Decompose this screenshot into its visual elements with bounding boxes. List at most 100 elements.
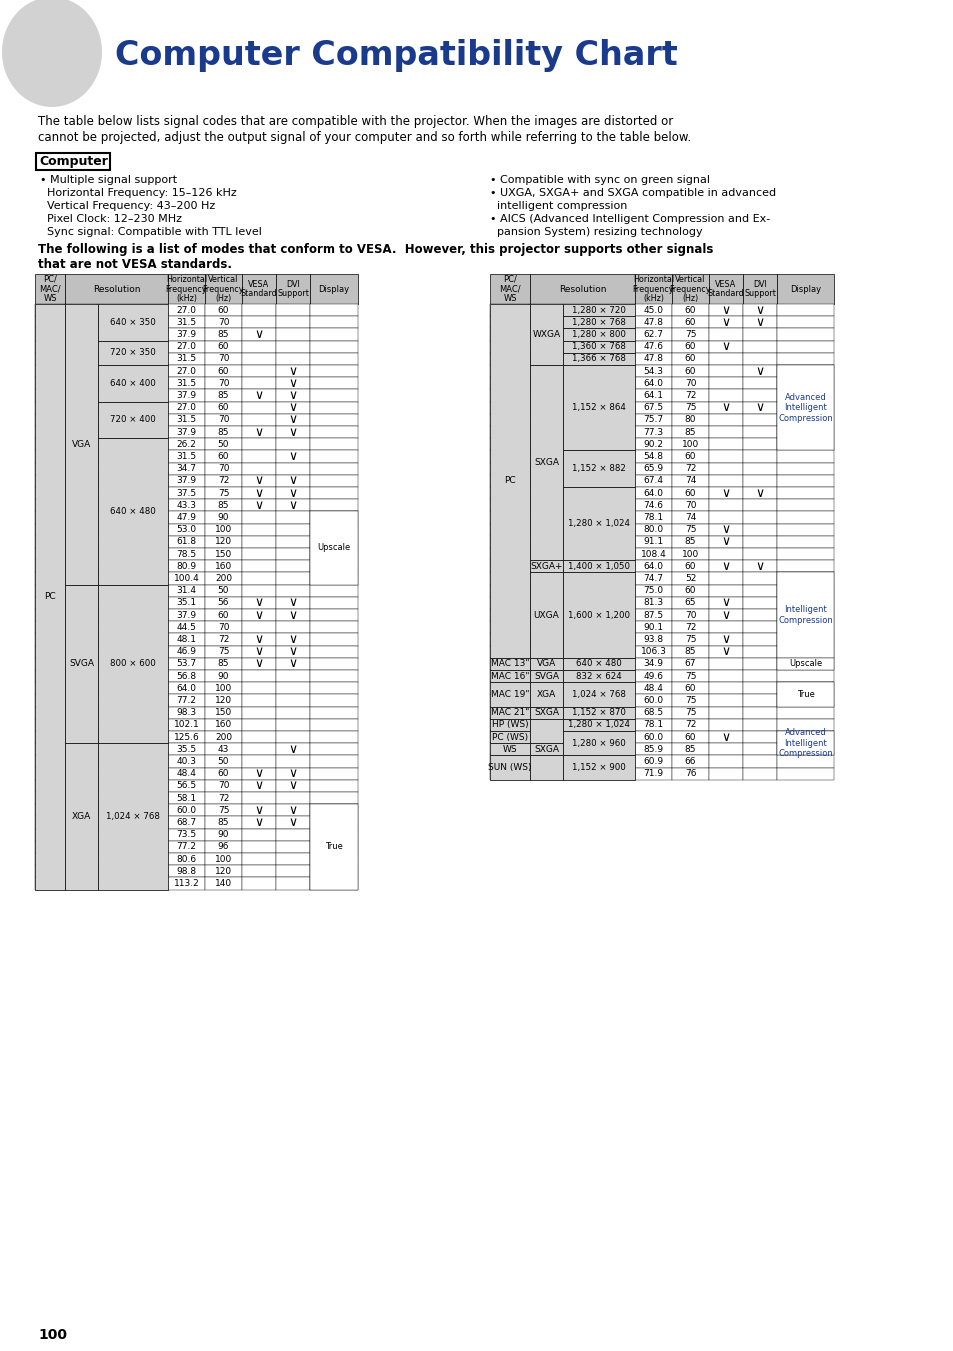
Bar	[708, 597, 742, 609]
Bar	[530, 670, 562, 682]
Text: ∨: ∨	[720, 304, 730, 316]
Bar	[275, 840, 310, 852]
Text: 78.5: 78.5	[176, 550, 196, 558]
Bar	[65, 597, 98, 609]
Bar	[205, 549, 242, 561]
Bar	[490, 500, 530, 512]
Bar	[671, 365, 708, 377]
Bar	[275, 621, 310, 634]
Text: 75: 75	[684, 708, 696, 717]
Bar	[35, 536, 65, 549]
Bar	[35, 389, 65, 401]
Bar	[776, 731, 833, 743]
Bar	[310, 840, 357, 852]
Text: VGA: VGA	[537, 659, 556, 669]
Text: 75: 75	[684, 635, 696, 644]
Bar	[205, 694, 242, 707]
Bar	[635, 512, 671, 524]
Bar	[562, 304, 635, 316]
Bar	[275, 731, 310, 743]
Bar	[562, 401, 635, 413]
Bar	[708, 524, 742, 536]
Text: 77.3: 77.3	[642, 428, 663, 436]
Text: 70: 70	[217, 415, 229, 424]
Text: 100: 100	[681, 550, 699, 558]
Bar	[671, 743, 708, 755]
Bar	[562, 462, 635, 474]
Bar	[205, 365, 242, 377]
Bar	[530, 755, 562, 767]
Bar	[168, 682, 205, 694]
Bar	[205, 438, 242, 450]
Bar	[98, 840, 168, 852]
Bar	[530, 474, 562, 486]
Bar	[562, 621, 635, 634]
Bar	[205, 609, 242, 621]
Bar	[65, 865, 98, 877]
Bar	[742, 767, 776, 780]
Text: 56.5: 56.5	[176, 781, 196, 790]
Bar	[242, 828, 275, 840]
Bar	[205, 561, 242, 573]
Bar	[635, 731, 671, 743]
Bar	[35, 804, 65, 816]
Bar	[65, 450, 98, 462]
Bar	[562, 658, 635, 670]
Bar	[310, 426, 357, 438]
Text: 60: 60	[684, 317, 696, 327]
Bar	[168, 828, 205, 840]
Text: ∨: ∨	[254, 486, 263, 500]
Bar	[242, 486, 275, 500]
Bar	[275, 658, 310, 670]
Bar	[742, 524, 776, 536]
Bar	[275, 365, 310, 377]
Text: ∨: ∨	[755, 486, 763, 500]
Bar	[708, 377, 742, 389]
Text: 70: 70	[684, 501, 696, 509]
Bar	[65, 304, 98, 585]
Bar	[530, 512, 562, 524]
Text: 67.4: 67.4	[643, 477, 662, 485]
Bar	[275, 755, 310, 767]
Bar	[98, 304, 168, 340]
Text: 60: 60	[684, 305, 696, 315]
Bar	[530, 609, 562, 621]
Bar	[98, 401, 168, 438]
Bar	[562, 755, 635, 767]
Bar	[562, 658, 635, 670]
Bar	[562, 731, 635, 755]
Bar	[242, 865, 275, 877]
Bar	[635, 486, 671, 500]
Bar	[35, 304, 65, 889]
Bar	[65, 694, 98, 707]
Bar	[562, 731, 635, 743]
Text: SUN (WS): SUN (WS)	[488, 763, 531, 773]
Bar	[635, 694, 671, 707]
Text: Intelligent
Compression: Intelligent Compression	[778, 605, 832, 624]
Text: Display: Display	[318, 285, 349, 293]
Bar	[310, 389, 357, 401]
Bar	[35, 365, 65, 377]
Bar	[490, 658, 530, 670]
Text: 100: 100	[681, 440, 699, 449]
Bar	[205, 877, 242, 889]
Bar	[65, 804, 98, 816]
Text: • UXGA, SXGA+ and SXGA compatible in advanced: • UXGA, SXGA+ and SXGA compatible in adv…	[490, 188, 776, 199]
Bar	[562, 646, 635, 658]
Bar	[776, 621, 833, 634]
Bar	[530, 524, 562, 536]
Bar	[65, 462, 98, 474]
Text: 1,280 × 720: 1,280 × 720	[572, 305, 625, 315]
Text: 45.0: 45.0	[643, 305, 662, 315]
Text: XGA: XGA	[71, 812, 91, 821]
Text: 37.9: 37.9	[176, 428, 196, 436]
Bar	[742, 365, 776, 377]
Bar	[275, 694, 310, 707]
Text: 34.9: 34.9	[643, 659, 662, 669]
Text: 98.8: 98.8	[176, 867, 196, 875]
Bar	[708, 609, 742, 621]
Bar	[242, 767, 275, 780]
Bar	[562, 573, 635, 658]
Text: 50: 50	[217, 586, 229, 596]
Bar	[65, 634, 98, 646]
